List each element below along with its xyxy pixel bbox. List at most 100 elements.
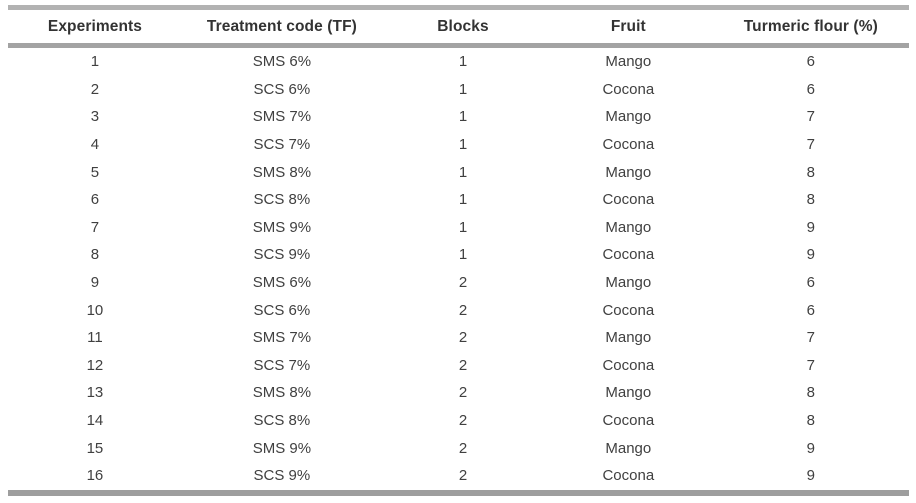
table-row: 14 SCS 8% 2 Cocona 8 bbox=[8, 407, 909, 435]
table-cell: 6 bbox=[806, 53, 815, 71]
table-cell: 2 bbox=[458, 467, 468, 485]
column-header-turmeric-flour: Turmeric flour (%) bbox=[743, 17, 878, 35]
table-cell: 7 bbox=[806, 136, 815, 154]
table-cell: SMS 7% bbox=[252, 108, 312, 126]
table-cell: 15 bbox=[86, 439, 104, 457]
table-cell: 2 bbox=[458, 412, 468, 430]
table-cell: SCS 7% bbox=[253, 356, 311, 374]
table-body: 1 SMS 6% 1 Mango 6 2 SCS 6% 1 Cocona 6 3 SMS 7% 1 Man… bbox=[8, 46, 909, 493]
table-row: 5 SMS 8% 1 Mango 8 bbox=[8, 158, 909, 186]
table-cell: 2 bbox=[90, 80, 100, 98]
table-cell: 6 bbox=[90, 191, 100, 209]
table-cell: Mango bbox=[605, 218, 652, 236]
table-cell: 7 bbox=[90, 218, 100, 236]
table-cell: 9 bbox=[806, 246, 815, 264]
table-cell: Cocona bbox=[602, 301, 655, 319]
table-cell: Mango bbox=[605, 274, 652, 292]
table-cell: 8 bbox=[806, 384, 815, 402]
table-cell: 8 bbox=[806, 412, 815, 430]
table-cell: 16 bbox=[86, 467, 104, 485]
table-cell: SMS 6% bbox=[252, 53, 312, 71]
table-cell: 3 bbox=[90, 108, 100, 126]
table-row: 11 SMS 7% 2 Mango 7 bbox=[8, 324, 909, 352]
table-cell: Cocona bbox=[602, 356, 655, 374]
table-row: 10 SCS 6% 2 Cocona 6 bbox=[8, 296, 909, 324]
table-cell: 8 bbox=[90, 246, 100, 264]
table-cell: 7 bbox=[806, 356, 815, 374]
table-header: Experiments Treatment code (TF) Blocks F… bbox=[8, 7, 909, 46]
table-cell: 2 bbox=[458, 384, 468, 402]
table-row: 13 SMS 8% 2 Mango 8 bbox=[8, 379, 909, 407]
table-cell: 9 bbox=[806, 439, 815, 457]
table-cell: 1 bbox=[458, 136, 468, 154]
table-cell: Mango bbox=[605, 329, 652, 347]
table-cell: 10 bbox=[86, 301, 104, 319]
table-cell: 1 bbox=[458, 80, 468, 98]
table-cell: 2 bbox=[458, 274, 468, 292]
table-cell: 1 bbox=[90, 53, 100, 71]
column-header-treatment-code: Treatment code (TF) bbox=[206, 17, 357, 35]
table-row: 16 SCS 9% 2 Cocona 9 bbox=[8, 462, 909, 493]
table-cell: 8 bbox=[806, 191, 815, 209]
table-cell: 1 bbox=[458, 163, 468, 181]
table-cell: Mango bbox=[605, 384, 652, 402]
table-cell: 13 bbox=[86, 384, 104, 402]
table-cell: 11 bbox=[87, 329, 103, 347]
table-cell: 6 bbox=[806, 80, 815, 98]
column-header-fruit: Fruit bbox=[610, 17, 646, 35]
table-row: 9 SMS 6% 2 Mango 6 bbox=[8, 269, 909, 297]
table-row: 7 SMS 9% 1 Mango 9 bbox=[8, 214, 909, 242]
table-cell: SMS 7% bbox=[252, 329, 312, 347]
table-row: 3 SMS 7% 1 Mango 7 bbox=[8, 103, 909, 131]
table-cell: Cocona bbox=[602, 191, 655, 209]
table-cell: 2 bbox=[458, 439, 468, 457]
table-cell: 9 bbox=[806, 467, 815, 485]
table-row: 15 SMS 9% 2 Mango 9 bbox=[8, 434, 909, 462]
table-cell: 14 bbox=[86, 412, 104, 430]
table-cell: 1 bbox=[458, 218, 468, 236]
experiments-table: Experiments Treatment code (TF) Blocks F… bbox=[8, 5, 909, 496]
table-cell: 2 bbox=[458, 329, 468, 347]
table-cell: 1 bbox=[458, 108, 468, 126]
table-cell: 4 bbox=[90, 136, 100, 154]
table-cell: Cocona bbox=[602, 467, 655, 485]
table-cell: SMS 6% bbox=[252, 274, 312, 292]
column-header-blocks: Blocks bbox=[437, 17, 489, 35]
table-cell: 1 bbox=[458, 53, 468, 71]
table-cell: Cocona bbox=[602, 80, 655, 98]
table-cell: SCS 6% bbox=[253, 80, 311, 98]
table-cell: 6 bbox=[806, 274, 815, 292]
table-cell: Cocona bbox=[602, 136, 655, 154]
column-header-experiments: Experiments bbox=[47, 17, 143, 35]
table-cell: SCS 7% bbox=[253, 136, 311, 154]
table-cell: 1 bbox=[458, 191, 468, 209]
table-row: 12 SCS 7% 2 Cocona 7 bbox=[8, 352, 909, 380]
table-row: 6 SCS 8% 1 Cocona 8 bbox=[8, 186, 909, 214]
table-cell: 9 bbox=[90, 274, 100, 292]
table-cell: 5 bbox=[90, 163, 100, 181]
table-cell: 9 bbox=[806, 218, 815, 236]
table-cell: Cocona bbox=[602, 412, 655, 430]
table-cell: SMS 8% bbox=[252, 163, 312, 181]
table-cell: SCS 8% bbox=[253, 412, 311, 430]
table-cell: 6 bbox=[806, 301, 815, 319]
table-cell: 2 bbox=[458, 301, 468, 319]
table-row: 8 SCS 9% 1 Cocona 9 bbox=[8, 241, 909, 269]
table-cell: SMS 9% bbox=[252, 439, 312, 457]
table-cell: 8 bbox=[806, 163, 815, 181]
table-cell: SCS 9% bbox=[253, 467, 311, 485]
table-cell: 1 bbox=[458, 246, 468, 264]
table-row: 1 SMS 6% 1 Mango 6 bbox=[8, 46, 909, 76]
table-cell: SMS 9% bbox=[252, 218, 312, 236]
table-cell: Mango bbox=[605, 108, 652, 126]
table-cell: 2 bbox=[458, 356, 468, 374]
table-cell: SCS 6% bbox=[253, 301, 311, 319]
table-cell: Mango bbox=[605, 163, 652, 181]
table-cell: SCS 8% bbox=[253, 191, 311, 209]
table-cell: 12 bbox=[86, 356, 104, 374]
table-header-row: Experiments Treatment code (TF) Blocks F… bbox=[8, 7, 909, 46]
table-cell: SCS 9% bbox=[253, 246, 311, 264]
table-row: 2 SCS 6% 1 Cocona 6 bbox=[8, 76, 909, 104]
table-row: 4 SCS 7% 1 Cocona 7 bbox=[8, 131, 909, 159]
table-cell: 7 bbox=[806, 329, 815, 347]
